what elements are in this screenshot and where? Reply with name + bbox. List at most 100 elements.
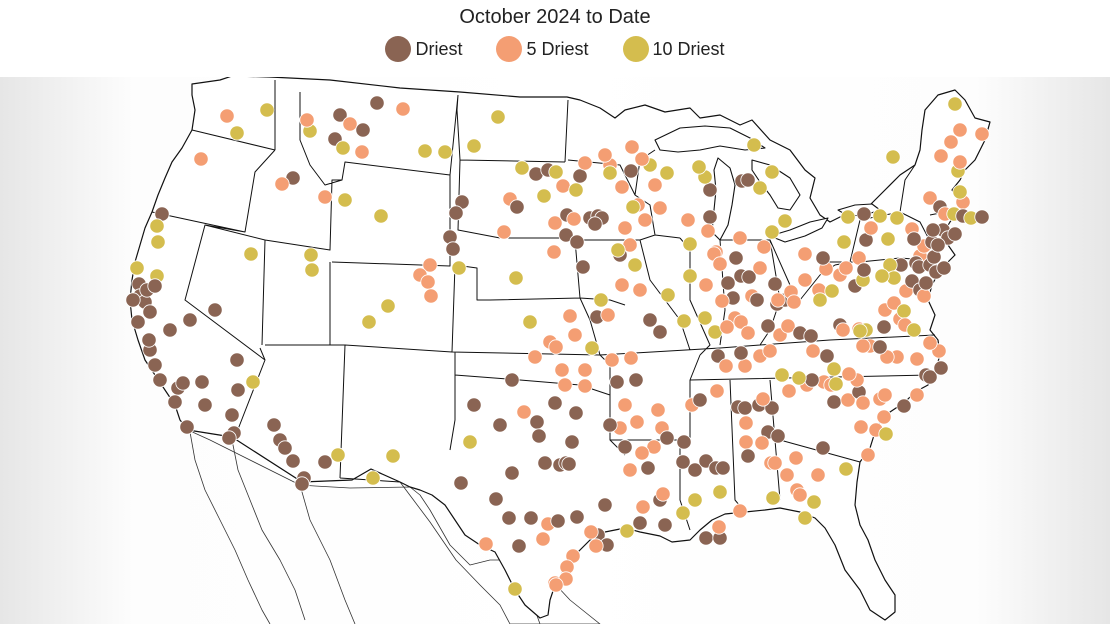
station-marker-10-driest: [149, 218, 165, 234]
station-marker-5-driest: [274, 176, 290, 192]
station-marker-5-driest: [527, 349, 543, 365]
station-marker-5-driest: [600, 307, 616, 323]
station-marker-driest: [550, 513, 566, 529]
station-marker-5-driest: [478, 536, 494, 552]
station-marker-driest: [317, 454, 333, 470]
station-marker-driest: [182, 312, 198, 328]
legend: Driest 5 Driest 10 Driest: [0, 36, 1110, 62]
station-marker-driest: [369, 95, 385, 111]
station-marker-driest: [767, 276, 783, 292]
station-marker-driest: [529, 414, 545, 430]
station-marker-driest: [597, 497, 613, 513]
station-marker-10-driest: [548, 164, 564, 180]
station-marker-10-driest: [682, 268, 698, 284]
station-marker-driest: [501, 510, 517, 526]
station-marker-10-driest: [828, 376, 844, 392]
station-marker-5-driest: [646, 439, 662, 455]
station-marker-5-driest: [637, 212, 653, 228]
station-marker-5-driest: [634, 151, 650, 167]
station-marker-5-driest: [567, 327, 583, 343]
station-marker-driest: [277, 440, 293, 456]
station-marker-10-driest: [826, 361, 842, 377]
station-marker-10-driest: [337, 192, 353, 208]
station-marker-5-driest: [732, 503, 748, 519]
station-marker-10-driest: [682, 236, 698, 252]
station-marker-driest: [488, 491, 504, 507]
station-marker-10-driest: [259, 102, 275, 118]
station-marker-driest: [207, 302, 223, 318]
station-marker-10-driest: [675, 505, 691, 521]
station-marker-driest: [572, 168, 588, 184]
station-marker-5-driest: [779, 467, 795, 483]
legend-item-10-driest: 10 Driest: [622, 36, 725, 62]
station-marker-driest: [332, 107, 348, 123]
map-header: October 2024 to Date Driest 5 Driest 10 …: [0, 0, 1110, 77]
station-marker-driest: [147, 278, 163, 294]
station-marker-5-driest: [740, 325, 756, 341]
station-marker-5-driest: [650, 402, 666, 418]
station-marker-10-driest: [824, 283, 840, 299]
station-marker-5-driest: [420, 274, 436, 290]
us-map: [125, 77, 991, 624]
station-marker-driest: [826, 394, 842, 410]
station-marker-5-driest: [855, 395, 871, 411]
station-marker-5-driest: [738, 415, 754, 431]
station-marker-5-driest: [810, 467, 826, 483]
station-marker-driest: [141, 332, 157, 348]
station-marker-5-driest: [767, 455, 783, 471]
station-marker-driest: [659, 430, 675, 446]
station-marker-10-driest: [330, 447, 346, 463]
station-marker-driest: [815, 250, 831, 266]
station-marker-driest: [224, 407, 240, 423]
station-marker-10-driest: [245, 374, 261, 390]
station-marker-10-driest: [906, 322, 922, 338]
station-marker-driest: [720, 275, 736, 291]
station-marker-10-driest: [880, 231, 896, 247]
station-marker-driest: [609, 374, 625, 390]
station-marker-5-driest: [797, 246, 813, 262]
station-marker-5-driest: [781, 383, 797, 399]
station-marker-5-driest: [546, 244, 562, 260]
station-marker-5-driest: [860, 447, 876, 463]
station-marker-5-driest: [634, 445, 650, 461]
station-marker-5-driest: [788, 450, 804, 466]
station-marker-5-driest: [922, 335, 938, 351]
station-marker-10-driest: [806, 494, 822, 510]
station-marker-10-driest: [466, 138, 482, 154]
station-marker-10-driest: [627, 257, 643, 273]
station-marker-driest: [896, 398, 912, 414]
station-marker-driest: [856, 262, 872, 278]
station-marker-driest: [229, 352, 245, 368]
station-marker-driest: [623, 163, 639, 179]
station-marker-5-driest: [797, 272, 813, 288]
legend-swatch-5-driest: [496, 36, 523, 62]
station-marker-5-driest: [752, 260, 768, 276]
station-marker-5-driest: [700, 223, 716, 239]
station-marker-5-driest: [422, 257, 438, 273]
station-marker-10-driest: [676, 313, 692, 329]
station-marker-driest: [558, 227, 574, 243]
station-marker-5-driest: [622, 462, 638, 478]
station-marker-10-driest: [836, 234, 852, 250]
station-marker-5-driest: [623, 350, 639, 366]
station-marker-driest: [221, 430, 237, 446]
station-marker-5-driest: [647, 177, 663, 193]
station-marker-5-driest: [792, 487, 808, 503]
station-marker-driest: [804, 372, 820, 388]
station-marker-10-driest: [752, 180, 768, 196]
station-marker-driest: [531, 428, 547, 444]
station-marker-5-driest: [577, 362, 593, 378]
station-marker-5-driest: [712, 256, 728, 272]
station-marker-10-driest: [361, 314, 377, 330]
station-marker-5-driest: [629, 414, 645, 430]
station-marker-5-driest: [535, 531, 551, 547]
station-marker-driest: [448, 205, 464, 221]
station-marker-5-driest: [922, 190, 938, 206]
station-marker-driest: [702, 209, 718, 225]
station-marker-5-driest: [577, 378, 593, 394]
station-marker-5-driest: [916, 288, 932, 304]
station-marker-5-driest: [423, 288, 439, 304]
station-marker-5-driest: [342, 116, 358, 132]
station-marker-5-driest: [193, 151, 209, 167]
station-marker-driest: [906, 231, 922, 247]
